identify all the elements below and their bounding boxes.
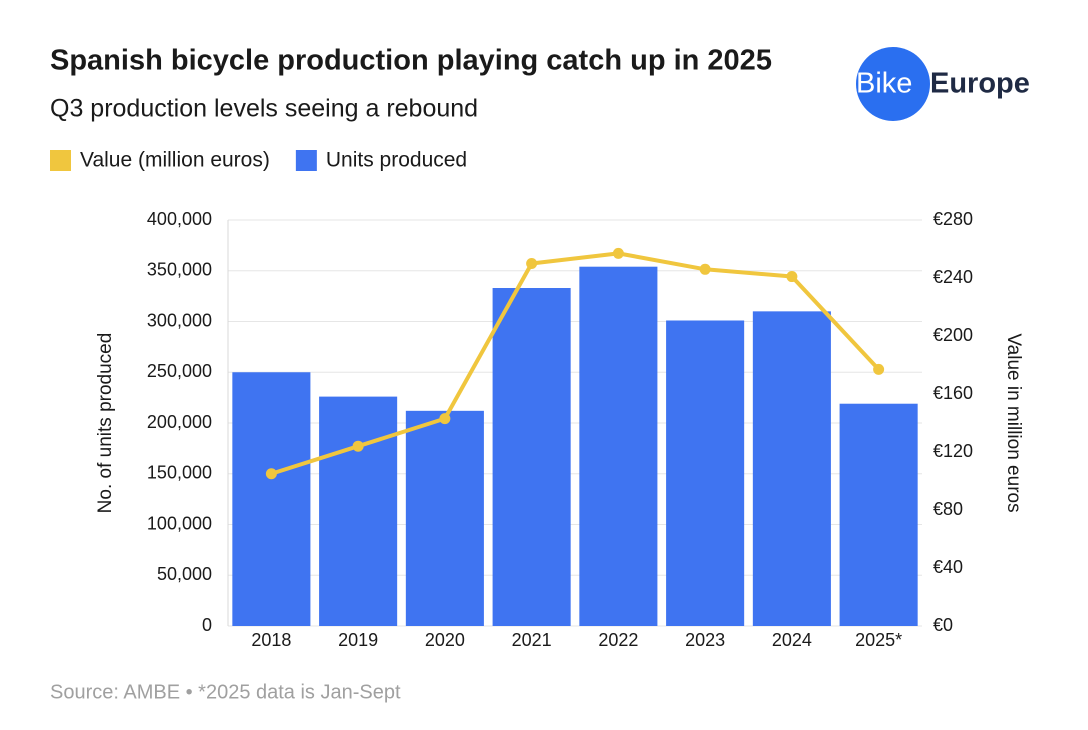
point [439, 413, 451, 425]
y2-axis-label: Value in million euros [1003, 333, 1024, 512]
y-tick-label: 350,000 [147, 260, 212, 280]
y-tick-label: 400,000 [147, 209, 212, 229]
x-tick-label: 2025* [855, 630, 902, 650]
y-tick-label: 200,000 [147, 412, 212, 432]
bar [232, 372, 311, 626]
y-tick-label: 50,000 [157, 564, 212, 584]
legend-label: Units produced [326, 149, 467, 172]
y-axis-label: No. of units produced [95, 333, 116, 514]
y-tick-label: 150,000 [147, 463, 212, 483]
x-tick-label: 2023 [685, 630, 725, 650]
bar [492, 288, 571, 626]
point [873, 363, 885, 375]
source-note: Source: AMBE • *2025 data is Jan-Sept [50, 681, 401, 703]
bar [752, 311, 831, 626]
logo: Bike Europe [856, 47, 1030, 121]
y-tick-label: 0 [202, 615, 212, 635]
y2-tick-label: €120 [933, 441, 973, 461]
point [699, 263, 711, 275]
chart-subtitle: Q3 production levels seeing a rebound [50, 95, 478, 123]
point [612, 247, 624, 259]
y-tick-label: 100,000 [147, 513, 212, 533]
point [786, 271, 798, 283]
legend-swatch [295, 150, 317, 171]
logo-circle [856, 47, 930, 121]
bar [579, 266, 658, 626]
chart-title: Spanish bicycle production playing catch… [50, 45, 772, 77]
x-tick-label: 2024 [772, 630, 812, 650]
x-tick-label: 2018 [251, 630, 291, 650]
x-tick-label: 2022 [598, 630, 638, 650]
bar [319, 396, 398, 626]
bar [839, 403, 918, 626]
y-tick-label: 300,000 [147, 310, 212, 330]
legend-swatch [50, 150, 71, 171]
bar [405, 410, 484, 626]
logo-text: Europe [930, 68, 1030, 100]
y-tick-label: 250,000 [147, 361, 212, 381]
y2-tick-label: €0 [933, 615, 953, 635]
point [352, 440, 364, 452]
bar [666, 320, 745, 626]
y2-tick-label: €40 [933, 557, 963, 577]
y2-tick-label: €160 [933, 383, 973, 403]
point [526, 258, 538, 269]
y2-tick-label: €280 [933, 209, 973, 229]
y2-tick-label: €200 [933, 325, 973, 345]
y2-tick-label: €240 [933, 267, 973, 287]
point [265, 468, 277, 480]
x-tick-label: 2019 [338, 630, 378, 650]
line [270, 251, 881, 476]
y2-tick-label: €80 [933, 499, 963, 519]
logo-text: Bike [856, 68, 912, 100]
legend-label: Value (million euros) [80, 149, 270, 172]
x-tick-label: 2021 [512, 630, 552, 650]
x-tick-label: 2020 [425, 630, 465, 650]
